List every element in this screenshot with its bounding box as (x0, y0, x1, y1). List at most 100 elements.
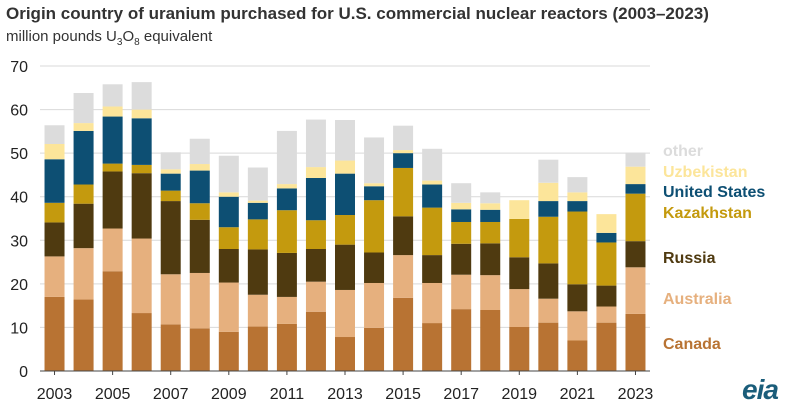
bar-segment-canada (509, 326, 530, 371)
bar-segment-kazakhstan (44, 202, 65, 223)
bar-segment-united-states (102, 116, 123, 164)
bar-segment-uzbekistan (73, 123, 94, 131)
y-tick-label: 50 (10, 146, 28, 163)
bar-segment-uzbekistan (276, 184, 297, 189)
x-tick-label: 2003 (37, 386, 73, 403)
bar-segment-united-states (189, 170, 210, 204)
subtitle-prefix: million pounds U (6, 28, 117, 45)
bar-segment-united-states (538, 201, 559, 217)
bar-segment-canada (102, 271, 123, 371)
bar-segment-kazakhstan (160, 190, 181, 202)
bar-segment-russia (73, 203, 94, 249)
bar-segment-united-states (131, 118, 152, 165)
bar-segment-united-states (218, 196, 239, 228)
bar-segment-australia (102, 228, 123, 272)
bar-segment-uzbekistan (509, 200, 530, 219)
legend-label-uzbekistan: Uzbekistan (663, 164, 747, 181)
bar-segment-other (131, 82, 152, 110)
y-tick-label: 20 (10, 277, 28, 294)
bar-segment-canada (218, 331, 239, 371)
bar-segment-uzbekistan (131, 109, 152, 119)
bar-segment-uzbekistan (364, 183, 385, 187)
subtitle-sub-8: 8 (134, 37, 140, 48)
legend-label-united-states: United States (663, 184, 765, 201)
bar-segment-other (218, 155, 239, 193)
bar-segment-kazakhstan (131, 164, 152, 174)
bar-segment-kazakhstan (276, 210, 297, 253)
y-tick-label: 30 (10, 233, 28, 250)
bar-segment-russia (509, 257, 530, 290)
bar-segment-australia (305, 281, 326, 312)
bar-segment-russia (102, 171, 123, 229)
bar-segment-uzbekistan (596, 214, 617, 233)
chart-subtitle: million pounds U3O8 equivalent (6, 28, 212, 48)
bar-segment-kazakhstan (393, 167, 414, 217)
bar-segment-other (451, 183, 472, 203)
bar-segment-russia (364, 252, 385, 283)
bar-segment-kazakhstan (102, 163, 123, 172)
bar-segment-kazakhstan (451, 221, 472, 244)
legend-label-canada: Canada (663, 336, 721, 353)
bar-segment-australia (596, 306, 617, 323)
bar-segment-australia (276, 296, 297, 324)
bar-segment-russia (160, 201, 181, 275)
bar-segment-other (276, 130, 297, 185)
bar-segment-canada (364, 327, 385, 371)
bar-segment-united-states (596, 232, 617, 243)
x-tick-label: 2023 (618, 386, 654, 403)
bar-segment-australia (247, 294, 268, 327)
legend-label-other: other (663, 143, 703, 160)
bar-segment-canada (451, 309, 472, 371)
bar-segment-russia (247, 249, 268, 295)
eia-logo: eia (742, 374, 779, 405)
bar-segment-canada (567, 340, 588, 371)
bar-segment-canada (247, 326, 268, 371)
bar-segment-uzbekistan (335, 160, 355, 174)
bar-segment-kazakhstan (422, 207, 443, 256)
y-tick-label: 40 (10, 190, 28, 207)
bar-segment-uzbekistan (102, 106, 123, 117)
bar-segment-australia (160, 274, 181, 325)
bar-segment-other (393, 125, 414, 151)
bar-segment-uzbekistan (160, 169, 181, 174)
bar-segment-uzbekistan (451, 202, 472, 210)
bar-segment-australia (364, 282, 385, 328)
bar-segment-russia (44, 222, 65, 257)
bar-segment-kazakhstan (480, 221, 501, 244)
bar-segment-uzbekistan (247, 200, 268, 203)
bar-segment-other (480, 192, 501, 204)
bar-segment-canada (305, 311, 326, 371)
bar-segment-other (335, 120, 355, 161)
bar-segment-russia (305, 249, 326, 282)
bar-segment-australia (509, 289, 530, 327)
bar-segment-australia (335, 289, 355, 338)
bar-segment-other (364, 137, 385, 184)
bar-segment-united-states (364, 186, 385, 201)
bar-segment-other (160, 152, 181, 170)
bar-segment-kazakhstan (364, 200, 385, 253)
bar-segment-canada (538, 322, 559, 371)
x-tick-label: 2009 (211, 386, 247, 403)
bar-segment-uzbekistan (422, 180, 443, 185)
bar-segment-canada (480, 310, 501, 371)
bar-segment-kazakhstan (305, 220, 326, 249)
bar-segment-russia (567, 284, 588, 312)
legend-label-russia: Russia (663, 250, 716, 267)
bar-segment-canada (160, 324, 181, 371)
bar-segment-russia (335, 244, 355, 290)
x-tick-label: 2017 (443, 386, 479, 403)
bar-segment-canada (131, 313, 152, 371)
bar-segment-kazakhstan (596, 242, 617, 286)
bar-segment-russia (218, 249, 239, 283)
bar-segment-australia (393, 255, 414, 298)
bar-segment-uzbekistan (480, 203, 501, 210)
bar-segment-australia (189, 272, 210, 329)
y-tick-label: 0 (19, 364, 28, 381)
bar-segment-united-states (44, 159, 65, 203)
bar-segment-united-states (276, 188, 297, 211)
bar-segment-united-states (480, 209, 501, 222)
bar-segment-russia (538, 263, 559, 299)
bar-segment-kazakhstan (567, 211, 588, 285)
bar-segment-other (102, 84, 123, 107)
